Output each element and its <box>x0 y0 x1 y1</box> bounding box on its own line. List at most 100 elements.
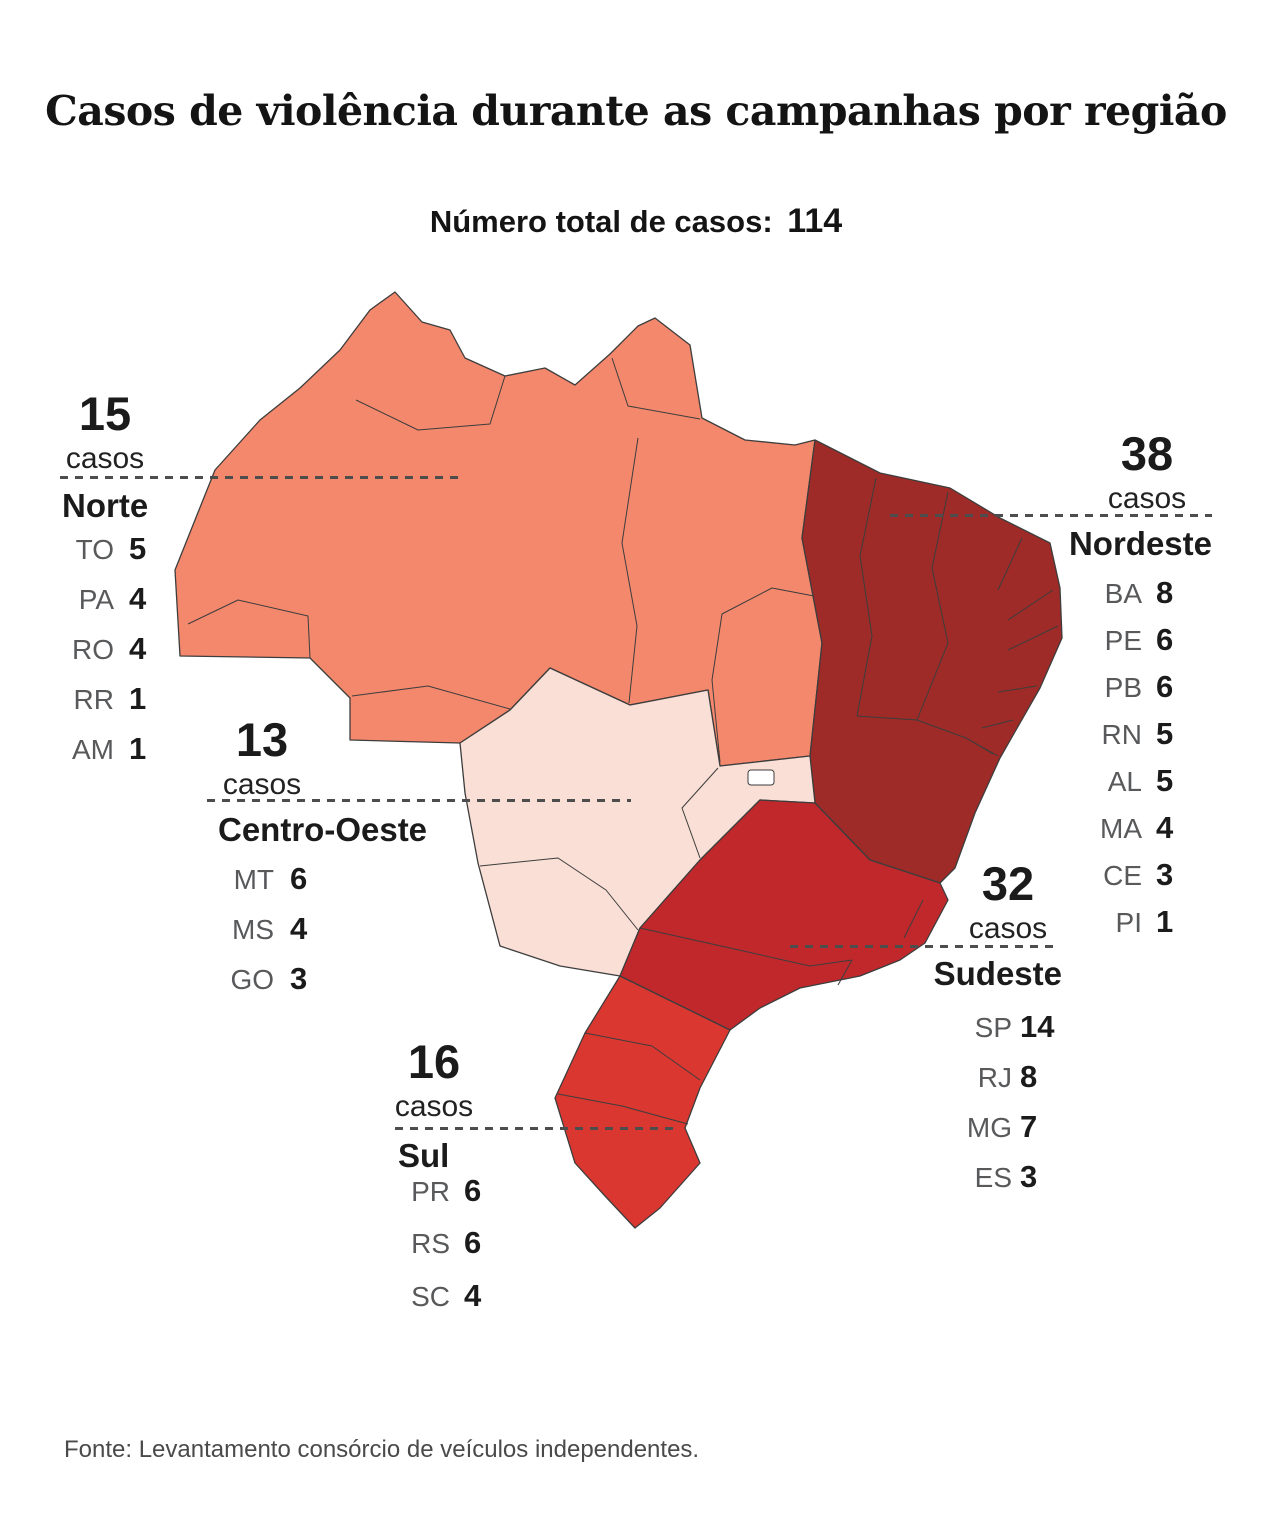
state-value: 1 <box>1156 904 1174 939</box>
state-row-ba: BA 8 <box>1082 576 1182 611</box>
total-cases-label: Número total de casos: <box>429 204 773 239</box>
nordeste-cases-count: 38 <box>1120 427 1174 480</box>
state-code: PE <box>1104 625 1142 656</box>
state-code: RN <box>1101 719 1142 750</box>
state-code: MG <box>966 1112 1012 1143</box>
state-code: PR <box>411 1176 450 1207</box>
state-code: PI <box>1115 907 1142 938</box>
state-value: 4 <box>129 581 147 616</box>
total-cases-line: Número total de casos: 114 <box>0 202 1272 241</box>
centro-oeste-leader-line <box>207 799 631 802</box>
state-row-al: AL 5 <box>1082 764 1182 799</box>
total-cases-value: 114 <box>787 202 843 240</box>
state-code: MT <box>233 864 274 895</box>
state-code: BA <box>1104 578 1142 609</box>
brazil-map-svg <box>174 291 1063 1229</box>
norte-cases-unit: casos <box>65 442 145 475</box>
state-value: 5 <box>1156 716 1174 751</box>
sudeste-cases-unit: casos <box>968 912 1048 945</box>
state-value: 8 <box>1020 1059 1038 1094</box>
region-label-norte: 15 casos Norte TO 5 PA 4 RO 4 RR 1 AM 1 <box>40 390 340 820</box>
state-code: GO <box>230 964 274 995</box>
state-row-sc: SC 4 <box>398 1279 481 1314</box>
norte-cases-count: 15 <box>78 387 132 440</box>
state-row-pe: PE 6 <box>1082 623 1182 658</box>
state-code: CE <box>1103 860 1142 891</box>
state-row-rn: RN 5 <box>1082 717 1182 752</box>
state-value: 3 <box>1156 857 1174 892</box>
state-value: 4 <box>1156 810 1174 845</box>
sudeste-leader-line <box>790 945 1058 948</box>
state-code: SC <box>411 1281 450 1312</box>
state-row-mg: MG 7 <box>916 1110 1037 1145</box>
distrito-federal-shape <box>747 769 775 786</box>
state-code: MS <box>232 914 274 945</box>
state-value: 5 <box>1156 763 1174 798</box>
state-value: 8 <box>1156 575 1174 610</box>
state-code: ES <box>974 1162 1012 1193</box>
state-code: RR <box>73 684 114 715</box>
state-row-ro: RO 4 <box>62 632 146 667</box>
state-value: 6 <box>1156 669 1174 704</box>
state-row-to: TO 5 <box>62 531 147 567</box>
state-value: 6 <box>464 1225 482 1260</box>
state-row-rr: RR 1 <box>62 681 147 717</box>
state-code: RS <box>411 1228 450 1259</box>
state-value: 6 <box>464 1173 482 1208</box>
state-row-rs: RS 6 <box>398 1226 481 1261</box>
region-label-sul: 16 casos Sul PR 6 RS 6 SC 4 <box>392 1038 682 1328</box>
source-note: Fonte: Levantamento consórcio de veículo… <box>64 1436 700 1463</box>
region-label-sudeste: 32 casos Sudeste SP 14 RJ 8 MG 7 ES 3 <box>880 860 1062 1194</box>
state-code: AM <box>72 734 114 765</box>
region-nordeste-shape <box>801 439 1063 884</box>
centro-oeste-cases-unit: casos <box>222 768 302 801</box>
norte-region-name: Norte <box>62 487 149 524</box>
state-row-am: AM 1 <box>62 732 146 767</box>
sul-cases-unit: casos <box>394 1090 474 1123</box>
centro-oeste-cases-count: 13 <box>235 713 289 766</box>
state-value: 4 <box>290 911 308 946</box>
sul-cases-count: 16 <box>407 1035 461 1088</box>
state-value: 5 <box>129 531 147 566</box>
state-code: MA <box>1100 813 1142 844</box>
state-row-ma: MA 4 <box>1082 811 1182 846</box>
sul-region-name: Sul <box>398 1137 450 1174</box>
norte-leader-line <box>60 476 460 479</box>
region-sul-shape <box>554 975 731 1229</box>
sudeste-cases-count: 32 <box>981 857 1035 910</box>
state-row-rj: RJ 8 <box>916 1060 1037 1095</box>
state-code: TO <box>75 534 114 565</box>
sudeste-region-name: Sudeste <box>933 955 1062 992</box>
state-row-pb: PB 6 <box>1082 670 1182 705</box>
state-row-go: GO 3 <box>218 962 307 997</box>
state-row-ce: CE 3 <box>1082 858 1182 893</box>
brazil-choropleth-map <box>160 288 1070 1238</box>
state-value: 7 <box>1020 1109 1038 1144</box>
state-code: RO <box>72 634 114 665</box>
state-row-pr: PR 6 <box>398 1174 481 1209</box>
state-value: 4 <box>129 631 147 666</box>
state-value: 4 <box>464 1278 482 1313</box>
region-label-nordeste: 38 casos Nordeste BA 8 PE 6 PB 6 RN 5 AL… <box>960 430 1212 955</box>
centro-oeste-region-name: Centro-Oeste <box>218 811 428 848</box>
state-value: 1 <box>129 731 147 766</box>
state-row-mt: MT 6 <box>218 861 308 897</box>
nordeste-leader-line <box>890 514 1212 517</box>
state-row-es: ES 3 <box>916 1160 1038 1195</box>
nordeste-region-name: Nordeste <box>1068 525 1212 562</box>
state-code: SP <box>974 1012 1012 1043</box>
state-row-pa: PA 4 <box>62 581 147 617</box>
page-title: Casos de violência durante as campanhas … <box>45 87 1227 136</box>
sul-leader-line <box>395 1127 676 1130</box>
state-value: 6 <box>290 861 308 896</box>
state-value: 3 <box>290 961 308 996</box>
region-label-centro-oeste: 13 casos Centro-Oeste MT 6 MS 4 GO 3 <box>207 716 637 1016</box>
state-row-pi: PI 1 <box>1082 905 1182 940</box>
state-code: PB <box>1104 672 1142 703</box>
state-borders <box>187 357 1059 1125</box>
state-value: 1 <box>129 681 147 716</box>
state-value: 14 <box>1020 1009 1055 1044</box>
state-row-sp: SP 14 <box>916 1009 1055 1045</box>
nordeste-cases-unit: casos <box>1107 482 1187 515</box>
